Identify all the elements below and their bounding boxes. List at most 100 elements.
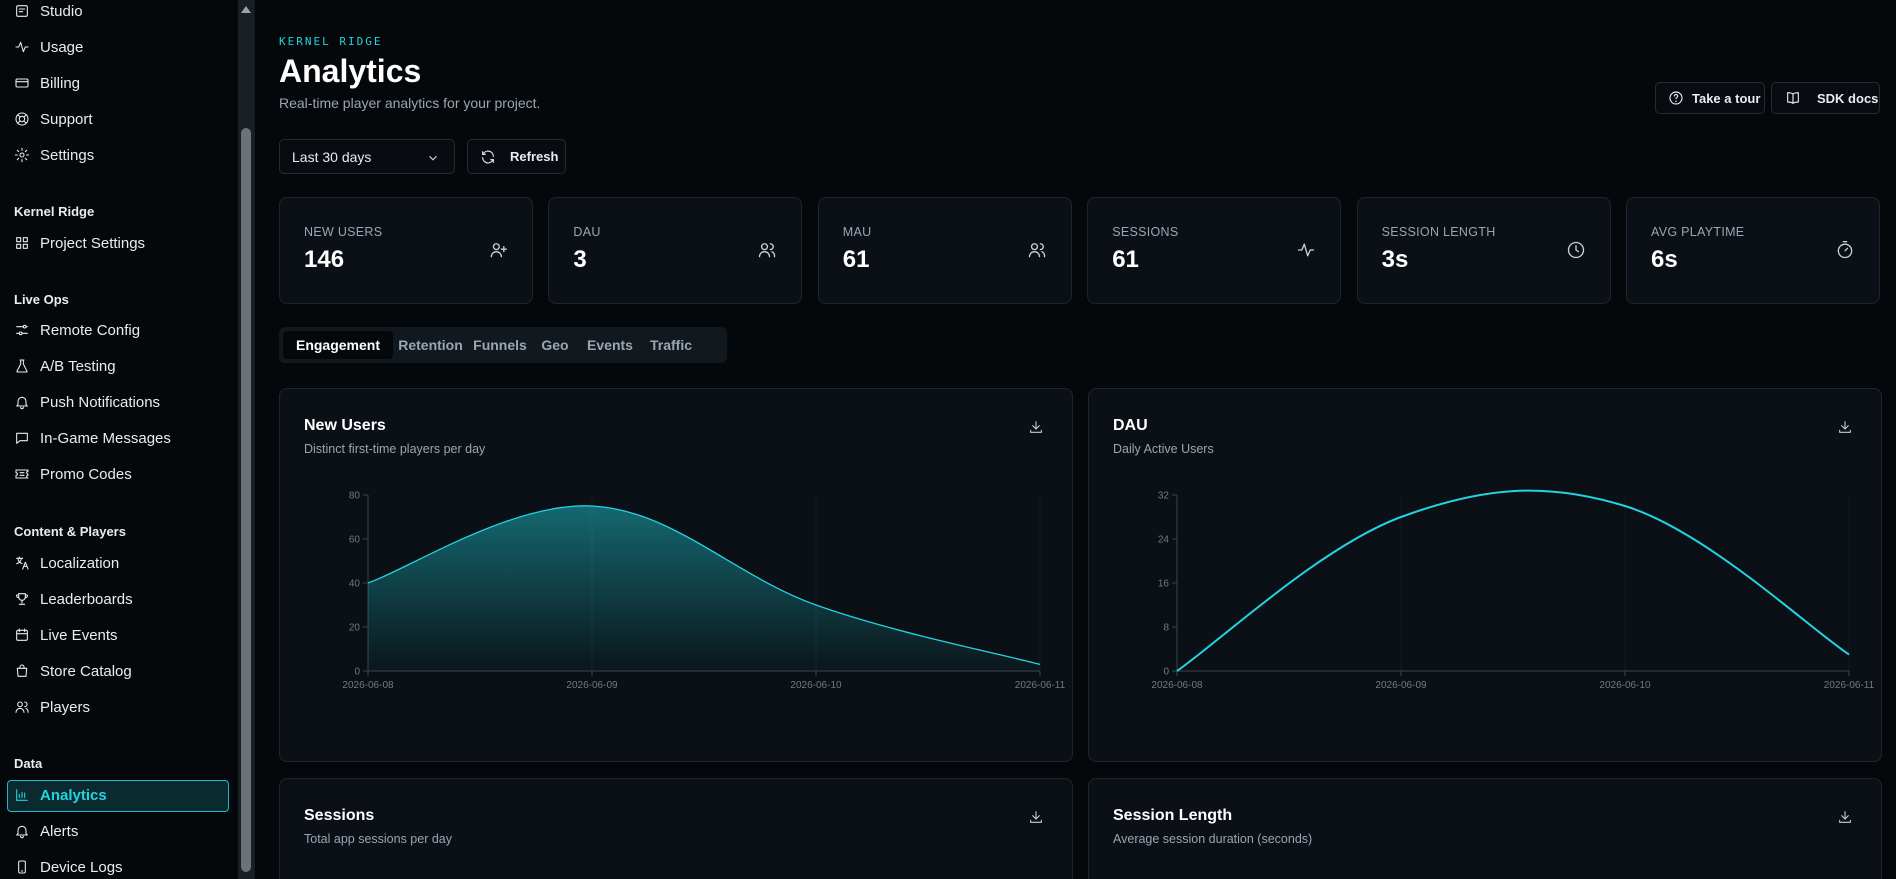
panel-subtitle: Daily Active Users — [1113, 442, 1214, 456]
x-tick-label: 2026-06-10 — [1599, 680, 1651, 691]
sliders-icon — [14, 322, 30, 338]
lifebuoy-icon — [14, 111, 30, 127]
sidebar-item-studio[interactable]: Studio — [14, 0, 83, 23]
kpi-label: SESSION LENGTH — [1381, 225, 1496, 239]
sidebar-item-label: Analytics — [40, 786, 107, 804]
sidebar-item-project-settings[interactable]: Project Settings — [14, 231, 145, 255]
sidebar-item-remote-config[interactable]: Remote Config — [14, 318, 140, 342]
sidebar-item-players[interactable]: Players — [14, 695, 90, 719]
kpi-value: 61 — [842, 246, 870, 273]
message-icon — [14, 430, 30, 446]
gear-icon — [14, 147, 30, 163]
tab-engagement[interactable]: Engagement — [283, 331, 393, 359]
tab-traffic[interactable]: Traffic — [649, 337, 692, 353]
area-fill — [368, 505, 1040, 671]
page-subtitle: Real-time player analytics for your proj… — [279, 95, 541, 111]
sidebar-item-label: Players — [40, 698, 91, 716]
kpi-card-mau: MAU 61 — [817, 197, 1072, 304]
panel-title: Session Length — [1113, 807, 1233, 824]
session-length-panel: Session Length Average session duration … — [1088, 778, 1882, 879]
y-tick-label: 16 — [1158, 579, 1170, 590]
tab-retention[interactable]: Retention — [398, 337, 463, 353]
sidebar-item-label: Remote Config — [40, 321, 141, 339]
sidebar-item-leaderboards[interactable]: Leaderboards — [14, 587, 133, 611]
bag-icon — [14, 663, 30, 679]
download-icon[interactable] — [1028, 809, 1044, 825]
refresh-label: Refresh — [510, 149, 559, 164]
project-eyebrow: KERNEL RIDGE — [279, 35, 383, 48]
y-tick-label: 20 — [349, 623, 361, 634]
sdk-docs-button[interactable]: SDK docs — [1771, 82, 1880, 114]
scroll-thumb[interactable] — [241, 128, 251, 872]
sidebar-item-label: Alerts — [40, 822, 79, 840]
scroll-up-arrow-icon[interactable] — [241, 6, 251, 13]
y-tick-label: 8 — [1163, 623, 1169, 634]
sidebar-item-settings[interactable]: Settings — [14, 143, 94, 167]
trophy-icon — [14, 591, 30, 607]
clock-icon — [1566, 240, 1586, 260]
y-tick-label: 32 — [1158, 491, 1170, 502]
download-icon[interactable] — [1837, 419, 1853, 435]
date-range-select[interactable]: Last 30 days — [279, 139, 455, 174]
sidebar-item-localization[interactable]: Localization — [14, 551, 119, 575]
sidebar-scrollbar[interactable] — [238, 0, 254, 879]
refresh-button[interactable]: Refresh — [467, 139, 566, 174]
bell-icon — [14, 823, 30, 839]
kpi-value: 61 — [1112, 246, 1139, 273]
kpi-label: SESSIONS — [1112, 225, 1179, 239]
download-icon[interactable] — [1837, 809, 1853, 825]
sidebar-item-label: Billing — [40, 74, 81, 92]
kpi-label: MAU — [842, 225, 872, 239]
download-icon[interactable] — [1028, 419, 1044, 435]
tab-geo[interactable]: Geo — [541, 337, 569, 353]
chevron-down-icon — [426, 151, 440, 168]
sidebar-item-live-events[interactable]: Live Events — [14, 623, 118, 647]
translate-icon — [14, 555, 30, 571]
sidebar: Studio Usage Billing Support Settings Kernel … — [0, 0, 238, 879]
panel-title: New Users — [304, 417, 386, 434]
new-users-chart: 0 20 40 60 80 2026-06-08 2026-06-09 2026-06-10 2… — [342, 491, 1065, 692]
y-tick-label: 0 — [1163, 667, 1169, 678]
sidebar-item-device-logs[interactable]: Device Logs — [14, 855, 123, 879]
sidebar-item-alerts[interactable]: Alerts — [14, 819, 78, 843]
phone-icon — [14, 859, 30, 875]
sidebar-item-label: Promo Codes — [40, 465, 132, 483]
sidebar-item-billing[interactable]: Billing — [14, 71, 80, 95]
kpi-label: DAU — [573, 225, 601, 239]
sidebar-item-in-game-messages[interactable]: In-Game Messages — [14, 426, 171, 450]
new-users-panel: New Users Distinct first-time players pe… — [279, 388, 1073, 762]
kpi-card-session-length: SESSION LENGTH 3s — [1356, 197, 1611, 304]
help-circle-icon — [1668, 90, 1684, 106]
x-tick-label: 2026-06-08 — [342, 680, 394, 691]
sidebar-item-label: In-Game Messages — [40, 429, 171, 447]
tab-funnels[interactable]: Funnels — [473, 337, 527, 353]
bell-icon — [14, 394, 30, 410]
sidebar-item-label: Support — [40, 110, 93, 128]
panel-title: DAU — [1113, 417, 1148, 434]
tab-events[interactable]: Events — [587, 337, 633, 353]
sidebar-item-push-notifications[interactable]: Push Notifications — [14, 390, 160, 414]
sidebar-item-store-catalog[interactable]: Store Catalog — [14, 659, 132, 683]
y-tick-label: 60 — [349, 535, 361, 546]
sidebar-item-support[interactable]: Support — [14, 107, 93, 131]
user-plus-icon — [488, 240, 508, 260]
sidebar-item-usage[interactable]: Usage — [14, 35, 83, 59]
x-tick-label: 2026-06-09 — [1375, 680, 1427, 691]
sidebar-item-label: Store Catalog — [40, 662, 132, 680]
sidebar-item-promo-codes[interactable]: Promo Codes — [14, 462, 132, 486]
sidebar-item-label: Device Logs — [40, 858, 123, 876]
y-tick-label: 0 — [354, 667, 360, 678]
series-line — [1176, 489, 1850, 672]
refresh-icon — [480, 149, 496, 165]
sidebar-section-heading: Data — [14, 756, 43, 771]
y-tick-label: 24 — [1158, 535, 1170, 546]
sidebar-item-label: Localization — [40, 554, 120, 572]
x-tick-label: 2026-06-11 — [1824, 680, 1875, 691]
x-tick-label: 2026-06-10 — [790, 680, 842, 691]
sidebar-item-label: Settings — [40, 146, 95, 164]
sidebar-item-label: Push Notifications — [40, 393, 161, 411]
sidebar-item-analytics[interactable]: Analytics — [14, 783, 107, 807]
sidebar-item-a-b-testing[interactable]: A/B Testing — [14, 354, 116, 378]
take-tour-button[interactable]: Take a tour — [1655, 82, 1765, 114]
book-icon — [1785, 90, 1801, 106]
